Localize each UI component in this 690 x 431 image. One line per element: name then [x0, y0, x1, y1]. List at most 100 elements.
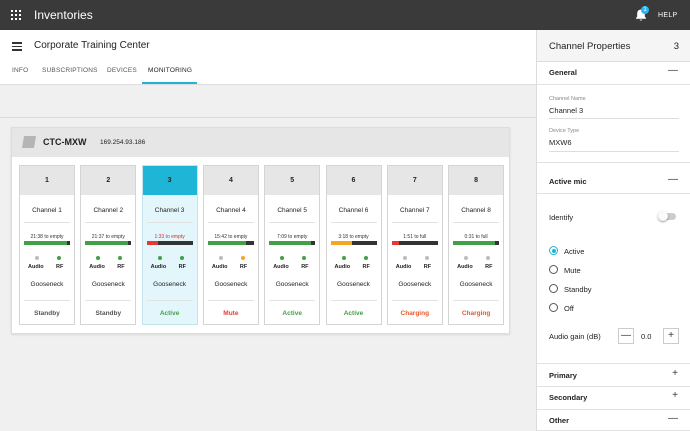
notification-badge: 1: [641, 6, 649, 14]
section-secondary-title[interactable]: Secondary: [549, 393, 588, 402]
gain-decrease-button[interactable]: —: [618, 328, 634, 344]
toolbar-strip: [0, 85, 536, 118]
collapse-icon[interactable]: —: [668, 174, 678, 185]
collapse-icon[interactable]: —: [668, 413, 678, 424]
tab-info[interactable]: INFO: [12, 67, 29, 74]
channel-name: Channel 2: [93, 207, 124, 214]
expand-icon[interactable]: +: [672, 368, 678, 379]
divider: [85, 300, 132, 301]
audio-indicator-icon: [218, 256, 223, 260]
radio-active-label[interactable]: Active: [564, 247, 585, 256]
expand-icon[interactable]: +: [672, 390, 678, 401]
audio-indicator-icon: [35, 256, 39, 260]
channel-card[interactable]: 3 Channel 3 1:33 to empty Audio RF Gooseneck A…: [141, 165, 198, 325]
channel-number: 5: [265, 166, 320, 195]
radio-standby[interactable]: [549, 284, 558, 293]
channel-card[interactable]: 5 Channel 5 7:09 to empty Audio RF Gooseneck A…: [264, 165, 321, 325]
channel-name: Channel 1: [32, 207, 62, 214]
rf-indicator-icon: [57, 256, 61, 260]
help-link[interactable]: HELP: [658, 12, 678, 19]
channel-number: 3: [142, 166, 197, 195]
tab-monitoring[interactable]: MONITORING: [148, 67, 193, 74]
battery-bar-fill: [85, 241, 129, 245]
device-type-value: MXW6: [549, 138, 572, 147]
gain-increase-button[interactable]: +: [663, 328, 679, 344]
channel-card[interactable]: 7 Channel 7 1:51 to full Audio RF Gooseneck Ch…: [386, 165, 443, 325]
channel-number: 4: [203, 166, 258, 195]
identify-toggle-knob[interactable]: [658, 211, 668, 221]
device-type-label: Device Type: [549, 128, 580, 134]
channel-card[interactable]: 1 Channel 1 21:38 to empty Audio RF Gooseneck…: [19, 165, 75, 325]
page-title: Corporate Training Center: [34, 40, 150, 51]
radio-off[interactable]: [549, 303, 558, 312]
channel-card[interactable]: 4 Channel 4 15:42 to empty Audio RF Gooseneck…: [202, 165, 259, 325]
audio-indicator-icon: [464, 256, 469, 260]
rf-indicator-icon: [363, 256, 368, 260]
rf-label: RF: [423, 264, 432, 270]
channel-status: Charging: [461, 310, 491, 317]
page-header: Corporate Training Center INFO SUBSCRIPT…: [0, 30, 536, 85]
channel-number: 2: [81, 166, 136, 195]
rf-label: RF: [362, 264, 370, 270]
mic-type: Gooseneck: [275, 281, 309, 288]
menu-icon[interactable]: [12, 42, 22, 51]
collapse-icon[interactable]: —: [668, 65, 678, 76]
divider: [146, 222, 193, 223]
mic-type: Gooseneck: [459, 281, 493, 288]
mic-type: Gooseneck: [398, 281, 432, 288]
mic-type: Gooseneck: [153, 281, 187, 288]
channel-card[interactable]: 2 Channel 2 21:37 to empty Audio RF Gooseneck…: [80, 165, 137, 325]
channel-card[interactable]: 6 Channel 6 3:18 to empty Audio RF Gooseneck A…: [325, 165, 382, 325]
device-ip: 169.254.93.186: [100, 139, 146, 146]
divider: [330, 222, 377, 223]
section-general-title[interactable]: General: [549, 68, 577, 77]
channel-status: Active: [159, 310, 180, 317]
gain-value[interactable]: 0.0: [641, 332, 652, 341]
divider: [85, 222, 132, 223]
panel-title: Channel Properties: [549, 41, 631, 52]
radio-off-label[interactable]: Off: [564, 304, 574, 313]
divider: [537, 363, 690, 364]
section-active-mic-title[interactable]: Active mic: [549, 177, 587, 186]
channel-name: Channel 7: [399, 207, 430, 214]
divider: [207, 222, 254, 223]
tab-devices[interactable]: DEVICES: [107, 67, 137, 74]
radio-active[interactable]: [549, 246, 558, 255]
battery-bar: [269, 241, 316, 245]
divider: [537, 409, 690, 410]
section-primary-title[interactable]: Primary: [549, 371, 577, 380]
divider: [453, 222, 500, 223]
audio-label: Audio: [457, 264, 473, 270]
top-bar: Inventories 1 HELP: [0, 0, 690, 30]
device-header: CTC-MXW 169.254.93.186: [12, 128, 509, 157]
channel-name: Channel 4: [216, 207, 246, 214]
channel-name-field[interactable]: Channel 3: [549, 106, 584, 115]
active-tab-indicator: [142, 82, 197, 84]
battery-bar-fill: [391, 241, 400, 245]
channel-card[interactable]: 8 Channel 8 0:31 to full Audio RF Gooseneck Ch…: [448, 165, 505, 325]
radio-standby-label[interactable]: Standby: [564, 285, 592, 294]
channel-number: 6: [326, 166, 381, 195]
radio-mute-label[interactable]: Mute: [564, 266, 581, 275]
channel-number: 8: [449, 166, 504, 195]
identify-toggle[interactable]: [660, 213, 676, 220]
channel-name: Channel 8: [461, 207, 491, 214]
audio-indicator-icon: [157, 256, 162, 260]
channel-status: Mute: [223, 310, 239, 317]
rf-label: RF: [178, 264, 186, 270]
divider: [537, 84, 690, 85]
divider: [269, 300, 316, 301]
channel-name: Channel 5: [277, 207, 307, 214]
rf-label: RF: [239, 264, 248, 270]
divider: [24, 222, 70, 223]
channel-status: Active: [282, 310, 302, 317]
device-name: CTC-MXW: [43, 137, 87, 147]
section-other-title[interactable]: Other: [549, 416, 570, 425]
battery-bar-fill: [207, 241, 246, 245]
identify-label: Identify: [549, 213, 574, 222]
battery-bar-fill: [330, 241, 353, 245]
radio-mute[interactable]: [549, 265, 558, 274]
panel-channel-number: 3: [673, 41, 679, 52]
apps-grid-icon[interactable]: [11, 10, 21, 20]
tab-subscriptions[interactable]: SUBSCRIPTIONS: [42, 67, 98, 74]
